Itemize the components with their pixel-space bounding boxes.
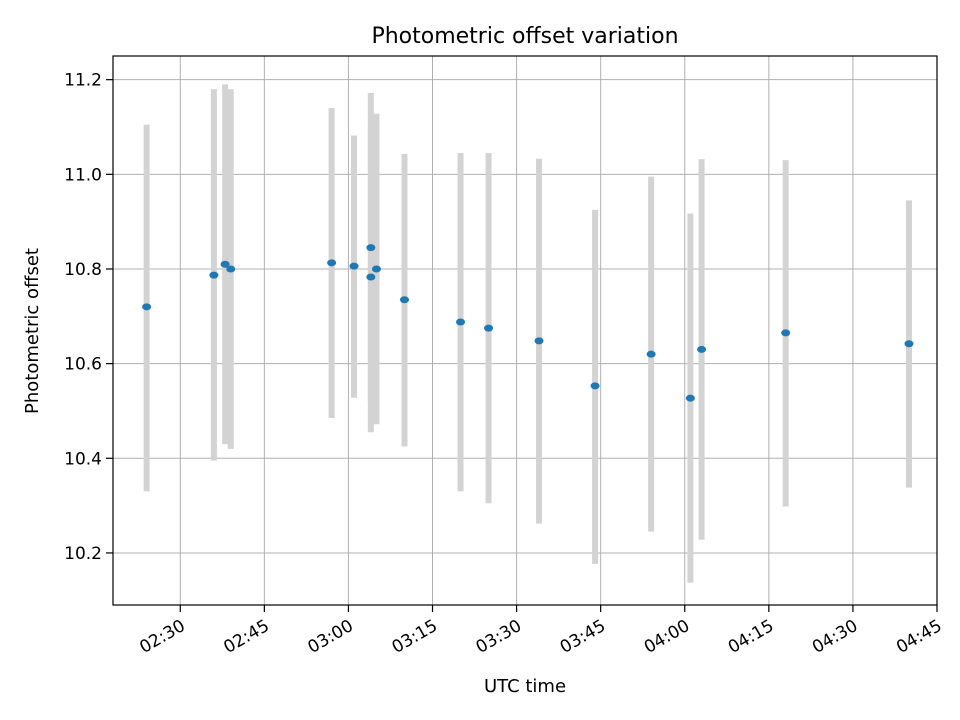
y-tick-label-4: 11.0 — [64, 165, 102, 185]
data-point-15 — [685, 394, 695, 402]
x-tick-label-4: 03:30 — [473, 616, 525, 658]
data-point-14 — [646, 350, 656, 358]
y-tick-label-3: 10.8 — [64, 260, 102, 280]
grid — [113, 56, 938, 605]
x-tick-label-1: 02:45 — [220, 616, 272, 658]
x-tick-label-2: 03:00 — [304, 616, 356, 658]
x-tick-label-0: 02:30 — [136, 616, 188, 658]
y-axis-ticks: 10.2 10.4 10.6 10.8 11.0 11.2 — [64, 71, 113, 564]
x-tick-label-3: 03:15 — [389, 616, 441, 658]
y-axis-label: Photometric offset — [22, 248, 43, 414]
x-tick-label-8: 04:30 — [809, 616, 861, 658]
plot-frame — [112, 55, 938, 606]
data-point-7 — [366, 273, 376, 281]
data-point-0 — [142, 303, 152, 311]
data-point-12 — [534, 337, 544, 345]
data-point-8 — [371, 265, 381, 273]
errorbars — [143, 84, 912, 583]
x-tick-label-7: 04:15 — [725, 616, 777, 658]
x-tick-label-9: 04:45 — [893, 616, 945, 658]
data-point-18 — [904, 340, 914, 348]
x-tick-label-6: 04:00 — [641, 616, 693, 658]
data-point-3 — [226, 265, 236, 273]
data-point-13 — [590, 382, 600, 390]
y-tick-label-5: 11.2 — [64, 71, 102, 91]
x-axis-ticks: 02:30 02:45 03:00 03:15 03:30 03:45 04:00 04:15… — [136, 605, 946, 658]
x-axis-label: UTC time — [484, 676, 566, 697]
data-point-11 — [484, 324, 494, 332]
x-tick-label-5: 03:45 — [557, 616, 609, 658]
data-point-9 — [399, 296, 409, 304]
chart-title: Photometric offset variation — [371, 24, 678, 49]
data-point-16 — [697, 345, 707, 353]
data-point-17 — [781, 329, 791, 337]
y-tick-label-2: 10.6 — [64, 355, 102, 375]
data-point-6 — [366, 244, 376, 252]
data-point-10 — [456, 318, 466, 326]
data-point-1 — [209, 271, 219, 279]
y-tick-label-0: 10.2 — [64, 544, 102, 564]
data-points — [142, 244, 914, 402]
data-point-2 — [220, 260, 230, 268]
data-point-4 — [327, 259, 337, 267]
data-point-5 — [349, 262, 359, 270]
y-tick-label-1: 10.4 — [64, 449, 102, 469]
